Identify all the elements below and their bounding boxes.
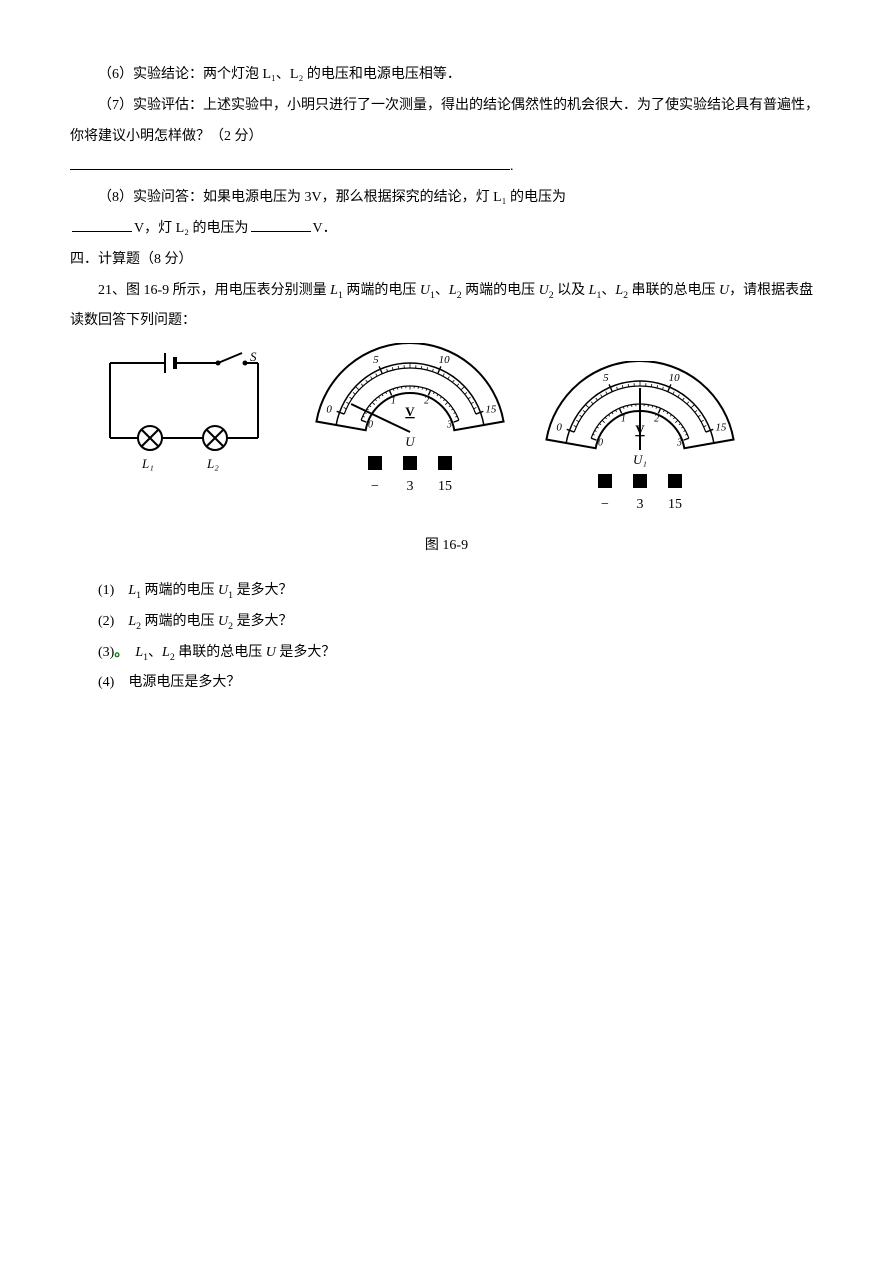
svg-text:1: 1 bbox=[621, 414, 626, 425]
q3-L2: L bbox=[162, 645, 170, 660]
svg-text:0: 0 bbox=[326, 404, 332, 416]
q21-t-d: 两端的电压 bbox=[462, 283, 539, 298]
svg-text:3: 3 bbox=[446, 420, 452, 431]
q21-U2: U bbox=[539, 283, 549, 298]
para-6: （6）实验结论：两个灯泡 L₁、L₂ 的电压和电源电压相等． bbox=[70, 60, 823, 91]
svg-text:15: 15 bbox=[668, 497, 682, 512]
voltmeter-u-svg: 0 5 10 15 0 1 2 3 VU − 3 15 bbox=[305, 343, 515, 503]
svg-text:0: 0 bbox=[598, 438, 603, 449]
q2-mid: 两端的电压 bbox=[141, 614, 218, 629]
svg-text:2: 2 bbox=[424, 396, 429, 407]
q2-L2: L bbox=[128, 614, 136, 629]
svg-text:3: 3 bbox=[407, 479, 414, 494]
q21-t-e: 以及 bbox=[554, 283, 589, 298]
q21-Utot: U bbox=[719, 283, 729, 298]
q1-tail: 是多大？ bbox=[233, 583, 293, 598]
q1-mid: 两端的电压 bbox=[141, 583, 218, 598]
svg-text:3: 3 bbox=[676, 438, 682, 449]
q21-t-b: 两端的电压 bbox=[343, 283, 420, 298]
q3-U: U bbox=[266, 645, 276, 660]
para-8-line2: V，灯 L₂ 的电压为 V． bbox=[70, 214, 823, 245]
q3-L1: L bbox=[135, 645, 143, 660]
lamp1-label: L₁ bbox=[141, 456, 154, 471]
blank-period: . bbox=[510, 159, 514, 174]
blank-l2-voltage[interactable] bbox=[251, 216, 311, 232]
voltmeter-u1: 0510150123VU₁−315 bbox=[535, 361, 745, 521]
q2-U2: U bbox=[218, 614, 228, 629]
svg-text:15: 15 bbox=[438, 479, 452, 494]
switch-label: S bbox=[250, 349, 257, 364]
q3-num: (3) bbox=[98, 645, 114, 660]
circuit-diagram: S L₁ L₂ bbox=[90, 343, 275, 478]
q21-intro: 21、图 16-9 所示，用电压表分别测量 L1 两端的电压 U1、L2 两端的… bbox=[70, 276, 823, 338]
q21-t-c: 、 bbox=[435, 283, 449, 298]
figure-row: S L₁ L₂ 0510150123VU−315 051015 bbox=[70, 343, 823, 521]
sub-q2: (2) L2 两端的电压 U2 是多大？ bbox=[70, 607, 823, 638]
svg-text:5: 5 bbox=[603, 372, 609, 384]
blank-line-7: . bbox=[70, 152, 823, 183]
q21-L2: L bbox=[449, 283, 457, 298]
svg-text:3: 3 bbox=[637, 497, 644, 512]
q2-tail: 是多大？ bbox=[233, 614, 293, 629]
q2-num: (2) bbox=[98, 614, 128, 629]
sub-q4: (4) 电源电压是多大？ bbox=[70, 668, 823, 699]
para-8-line1: （8）实验问答：如果电源电压为 3V，那么根据探究的结论，灯 L₁ 的电压为 bbox=[70, 183, 823, 214]
circuit-svg: S L₁ L₂ bbox=[90, 343, 275, 478]
para-7: （7）实验评估：上述实验中，小明只进行了一次测量，得出的结论偶然性的机会很大．为… bbox=[70, 91, 823, 153]
svg-text:2: 2 bbox=[654, 414, 659, 425]
svg-text:5: 5 bbox=[373, 354, 379, 366]
sub-q1: (1) L1 两端的电压 U1 是多大？ bbox=[70, 576, 823, 607]
q21-L2b: L bbox=[615, 283, 623, 298]
section-4-header: 四．计算题（8 分） bbox=[70, 245, 823, 276]
svg-text:15: 15 bbox=[485, 404, 497, 416]
svg-text:1: 1 bbox=[391, 396, 396, 407]
svg-text:15: 15 bbox=[715, 422, 727, 434]
q21-t-a: 21、图 16-9 所示，用电压表分别测量 bbox=[98, 283, 330, 298]
p8-unit2: V． bbox=[313, 221, 337, 236]
sub-q3: (3)。 L1、L2 串联的总电压 U 是多大？ bbox=[70, 638, 823, 669]
figure-caption: 图 16-9 bbox=[70, 531, 823, 562]
q1-U1: U bbox=[218, 583, 228, 598]
svg-text:10: 10 bbox=[439, 354, 451, 366]
q3-tail: 是多大？ bbox=[276, 645, 336, 660]
svg-text:−: − bbox=[601, 497, 609, 512]
q21-t-g: 串联的总电压 bbox=[628, 283, 719, 298]
svg-text:10: 10 bbox=[669, 372, 681, 384]
q3-d: 串联的总电压 bbox=[175, 645, 266, 660]
q1-num: (1) bbox=[98, 583, 128, 598]
svg-text:U: U bbox=[405, 434, 416, 449]
svg-text:0: 0 bbox=[556, 422, 562, 434]
q1-L1: L bbox=[128, 583, 136, 598]
p8-unit1: V，灯 L₂ 的电压为 bbox=[134, 221, 249, 236]
blank-l1-voltage[interactable] bbox=[72, 216, 132, 232]
answer-blank-7[interactable] bbox=[70, 154, 510, 170]
voltmeter-u1-svg: 0510150123VU₁−315 bbox=[535, 361, 745, 521]
svg-text:0: 0 bbox=[368, 420, 373, 431]
q21-L1: L bbox=[330, 283, 338, 298]
q3-sp bbox=[121, 645, 135, 660]
lamp2-label: L₂ bbox=[206, 456, 219, 471]
q3-c: 、 bbox=[148, 645, 162, 660]
svg-text:V: V bbox=[405, 404, 415, 419]
q21-t-f: 、 bbox=[601, 283, 615, 298]
voltmeter-u: 0 5 10 15 0 1 2 3 VU − 3 15 bbox=[305, 343, 515, 503]
svg-text:−: − bbox=[371, 479, 379, 494]
sub-question-list: (1) L1 两端的电压 U1 是多大？ (2) L2 两端的电压 U2 是多大… bbox=[70, 576, 823, 699]
q21-U1: U bbox=[420, 283, 430, 298]
p8a-text: （8）实验问答：如果电源电压为 3V，那么根据探究的结论，灯 L₁ 的电压为 bbox=[98, 190, 566, 205]
svg-text:U₁: U₁ bbox=[633, 452, 647, 467]
